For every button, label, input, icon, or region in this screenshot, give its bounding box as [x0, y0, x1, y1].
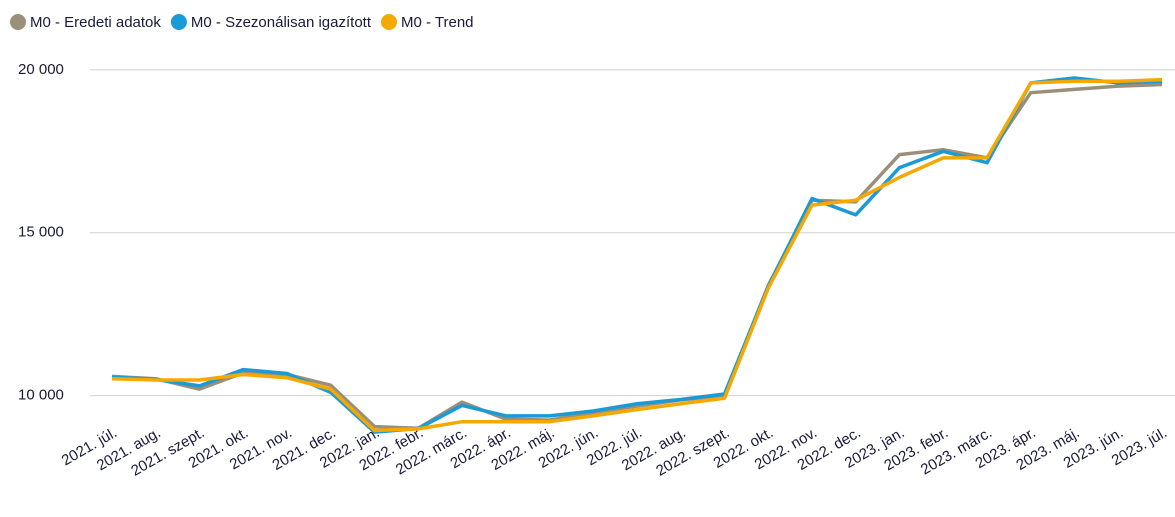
- y-tick-label: 10 000: [18, 387, 64, 404]
- legend-label: M0 - Szezonálisan igazított: [191, 14, 372, 31]
- legend-swatch: [170, 14, 187, 30]
- legend-swatch: [381, 14, 397, 30]
- y-tick-label: 20 000: [18, 61, 64, 78]
- series-line: [111, 76, 1163, 434]
- legend-label: M0 - Eredeti adatok: [30, 14, 161, 31]
- legend-swatch: [10, 14, 26, 30]
- y-tick-label: 15 000: [18, 224, 64, 241]
- series-line: [111, 77, 1163, 433]
- legend-label: M0 - Trend: [401, 14, 474, 31]
